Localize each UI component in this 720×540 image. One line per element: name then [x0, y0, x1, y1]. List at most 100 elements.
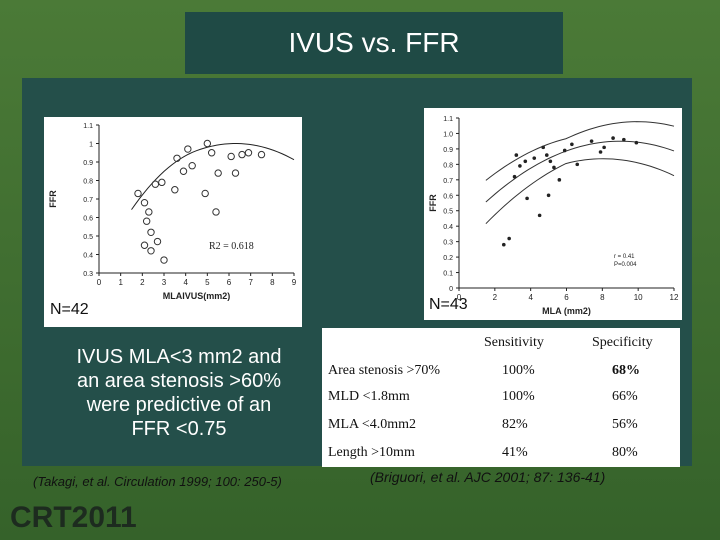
y-tick-label: 0.1 — [443, 271, 453, 278]
data-point — [512, 174, 517, 179]
y-tick-label: 1.0 — [443, 131, 453, 138]
slide-title-box: IVUS vs. FFR — [185, 12, 563, 74]
x-axis-label: MLAIVUS(mm2) — [163, 291, 231, 301]
data-point — [598, 150, 603, 154]
x-tick-label: 7 — [248, 278, 253, 287]
data-point — [231, 169, 240, 177]
data-point — [134, 189, 142, 198]
x-axis-label: MLA (mm2) — [542, 306, 591, 316]
table-row: MLA <4.0mm2 82% 56% — [322, 412, 680, 440]
y-tick-label: 0.8 — [83, 179, 93, 186]
y-tick-label: 1 — [89, 142, 93, 149]
y-tick-label: 0.5 — [443, 209, 453, 216]
data-point — [552, 165, 556, 170]
fit-curve — [485, 121, 675, 181]
data-point — [153, 237, 162, 246]
table-header-row: Sensitivity Specificity — [322, 330, 680, 358]
crt2011-logo: CRT2011 — [10, 501, 137, 534]
slide-title: IVUS vs. FFR — [288, 27, 460, 58]
data-point — [238, 150, 246, 159]
y-tick-label: 0.4 — [83, 253, 93, 260]
header-sensitivity: Sensitivity — [484, 335, 544, 350]
citation-left: (Takagi, et al. Circulation 1999; 100: 2… — [33, 474, 282, 489]
y-tick-label: 0.4 — [443, 224, 453, 231]
description-line: were predictive of an — [86, 394, 272, 416]
row-sensitivity: 41% — [502, 445, 528, 460]
data-point — [589, 139, 594, 143]
row-specificity: 56% — [612, 417, 638, 432]
description-line: an area stenosis >60% — [76, 370, 282, 392]
y-tick-label: 0 — [449, 286, 453, 293]
row-specificity: 66% — [612, 389, 638, 404]
table-row: Length >10mm 41% 80% — [322, 440, 680, 468]
data-point — [214, 169, 222, 177]
row-sensitivity: 100% — [502, 363, 535, 378]
data-point — [140, 241, 149, 249]
data-point — [544, 153, 549, 157]
description-line: IVUS MLA<3 mm2 and — [76, 346, 282, 368]
description-text: IVUS MLA<3 mm2 and an area stenosis >60%… — [48, 345, 310, 441]
row-sensitivity: 100% — [502, 389, 535, 404]
y-tick-label: 0.7 — [83, 197, 93, 204]
data-point — [147, 228, 155, 237]
data-point — [142, 217, 151, 225]
x-tick-label: 1 — [118, 278, 123, 287]
y-tick-label: 0.3 — [83, 271, 93, 278]
x-tick-label: 2 — [493, 293, 498, 302]
y-tick-label: 0.6 — [83, 216, 93, 223]
citation-right: (Briguori, et al. AJC 2001; 87: 136-41) — [370, 469, 606, 485]
data-point — [184, 145, 192, 153]
x-tick-label: 8 — [270, 278, 275, 287]
description-line: FFR <0.75 — [131, 418, 227, 440]
x-tick-label: 9 — [292, 278, 297, 287]
data-point — [570, 142, 574, 147]
y-tick-label: 0.2 — [443, 255, 453, 262]
data-point — [557, 178, 562, 182]
criteria-table: Sensitivity Specificity Area stenosis >7… — [322, 328, 680, 467]
y-tick-label: 0.7 — [443, 178, 453, 185]
x-tick-label: 4 — [183, 278, 188, 287]
data-point — [171, 186, 179, 194]
table-row: Area stenosis >70% 100% 68% — [322, 358, 680, 386]
y-tick-label: 0.6 — [443, 193, 453, 200]
data-point — [546, 193, 551, 198]
r-squared-annotation: R2 = 0.618 — [209, 241, 254, 252]
x-tick-label: 12 — [670, 293, 679, 302]
data-point — [201, 189, 209, 198]
data-point — [145, 208, 153, 216]
y-tick-label: 1.1 — [443, 116, 453, 123]
fit-curve — [485, 158, 675, 225]
data-point — [575, 162, 580, 167]
right-sample-size: N=43 — [429, 296, 468, 313]
left-sample-size: N=42 — [50, 301, 89, 318]
data-point — [207, 149, 216, 157]
y-axis-label: FFR — [48, 190, 58, 208]
row-label: Area stenosis >70% — [328, 363, 441, 378]
row-label: MLD <1.8mm — [328, 389, 410, 404]
data-point — [634, 140, 639, 145]
data-point — [140, 199, 149, 207]
data-point — [173, 154, 181, 162]
row-label: MLA <4.0mm2 — [328, 417, 417, 432]
x-tick-label: 2 — [140, 278, 145, 287]
x-tick-label: 0 — [457, 293, 462, 302]
data-point — [227, 152, 235, 161]
data-point — [602, 145, 606, 150]
ivus-ffr-scatter-plot-1: 0.3 0.4 0.5 0.6 0.7 0.8 0.9 1 1.1 0 1 2 3 4 5 6 7 8 9 FFR ML… — [44, 117, 302, 327]
y-tick-label: 0.3 — [443, 240, 453, 247]
data-point — [622, 137, 626, 142]
row-label: Length >10mm — [328, 445, 415, 460]
data-point — [525, 196, 529, 201]
table-row: MLD <1.8mm 100% 66% — [322, 384, 680, 412]
data-point — [188, 162, 196, 170]
x-tick-label: 0 — [97, 278, 102, 287]
data-point — [523, 159, 528, 164]
data-point — [611, 136, 615, 140]
fit-curve — [485, 140, 675, 203]
data-point — [537, 213, 542, 218]
y-axis-label: FFR — [428, 194, 438, 212]
x-tick-label: 8 — [600, 293, 605, 302]
data-point — [562, 148, 567, 153]
data-point — [514, 153, 519, 157]
fit-curve — [131, 143, 295, 210]
